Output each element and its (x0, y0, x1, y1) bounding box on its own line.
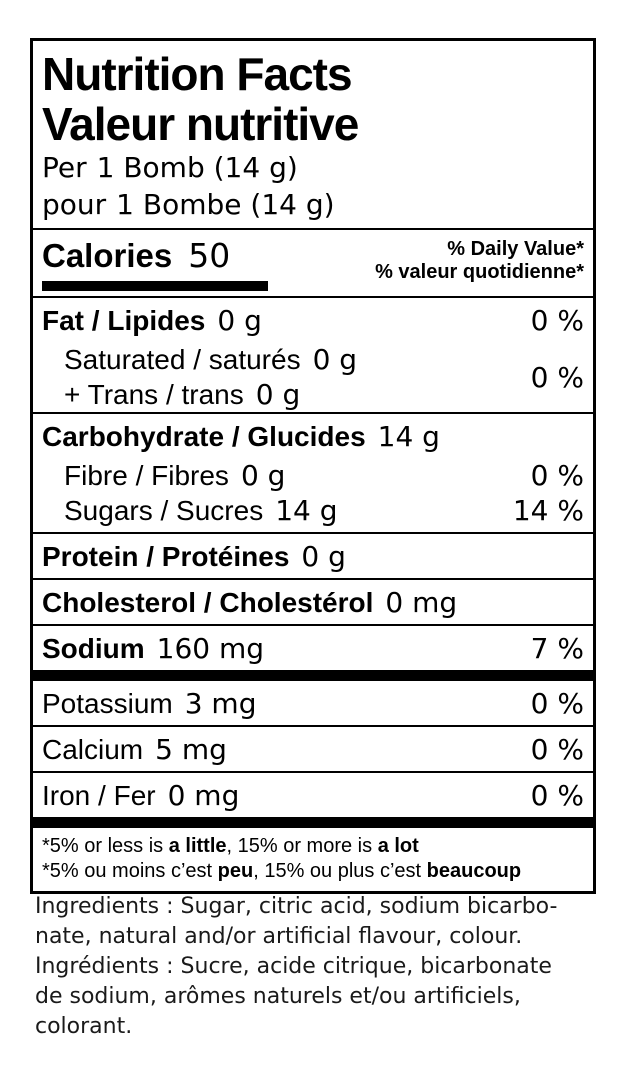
potassium-daily-value: 0 % (530, 687, 584, 720)
calcium-label: Calcium (42, 734, 144, 765)
nutrient-row-cholesterol: Cholesterol / Cholestérol 0 mg (33, 580, 593, 624)
ingredients-list: Ingredients : Sugar, citric acid, sodium… (35, 892, 557, 1042)
fat-value: 0 g (217, 304, 262, 337)
nutrient-row-saturated: Saturated / saturés 0 g (33, 342, 531, 377)
daily-value-header-en: % Daily Value* (447, 238, 584, 260)
footnote-fr: *5% ou moins c’est peu, 15% ou plus c’es… (42, 859, 584, 884)
serving-label-fr: pour (42, 188, 107, 221)
calcium-daily-value: 0 % (530, 733, 584, 766)
footnote-en-bold-a-lot: a lot (377, 835, 419, 857)
carbohydrate-value: 14 g (377, 420, 440, 453)
fibre-label: Fibre / Fibres (64, 460, 229, 491)
nutrient-row-fibre: Fibre / Fibres 0 g 0 % (33, 458, 593, 493)
nutrient-row-carbohydrate: Carbohydrate / Glucides 14 g (33, 414, 593, 458)
footnote-fr-bold-peu: peu (217, 860, 254, 882)
thick-separator-bar (33, 670, 593, 681)
trans-value: 0 g (255, 378, 301, 411)
thick-separator-bar (33, 817, 593, 828)
serving-size-en: Per 1 Bomb (14 g) (33, 149, 593, 186)
cholesterol-label: Cholesterol / Cholestérol (42, 587, 374, 618)
footnote-fr-text: *5% ou moins c’est (42, 860, 218, 882)
divider (33, 725, 593, 727)
daily-value-header-fr: % valeur quotidienne* (375, 261, 584, 283)
calories-row: Calories 50 % Daily Value* % valeur quoti… (33, 230, 593, 296)
divider (33, 412, 593, 414)
footnote-en-text: *5% or less is (42, 835, 169, 857)
protein-value: 0 g (301, 540, 346, 573)
ingredients-line: nate, natural and/or artificial flavour,… (35, 924, 523, 949)
calories-label: Calories (42, 237, 173, 274)
nutrition-facts-panel: Nutrition Facts Valeur nutritive Per 1 Bo… (30, 38, 596, 894)
footnote-fr-bold-beaucoup: beaucoup (426, 860, 522, 882)
protein-label: Protein / Protéines (42, 541, 290, 572)
trans-label: + Trans / trans (64, 379, 244, 410)
ingredients-line: colorant. (35, 1014, 133, 1039)
sugars-daily-value: 14 % (512, 494, 584, 527)
nutrient-row-protein: Protein / Protéines 0 g (33, 534, 593, 578)
sodium-label: Sodium (42, 633, 145, 664)
ingredients-line: de sodium, arômes naturels et/ou artific… (35, 984, 521, 1009)
panel-title-en: Nutrition Facts (42, 48, 353, 100)
footnote-en-text: , 15% or more is (226, 835, 378, 857)
divider (33, 624, 593, 626)
footnote-fr-text: , 15% ou plus c’est (253, 860, 427, 882)
iron-label: Iron / Fer (42, 780, 156, 811)
fibre-value: 0 g (240, 459, 286, 492)
footnote-en: *5% or less is a little, 15% or more is … (42, 834, 584, 859)
divider (33, 578, 593, 580)
saturated-value: 0 g (312, 343, 358, 376)
calories-value: 50 (188, 236, 231, 275)
serving-size-fr: pour 1 Bombe (14 g) (33, 186, 593, 223)
ingredients-line: Ingrédients : Sucre, acide citrique, bic… (35, 954, 552, 979)
potassium-label: Potassium (42, 688, 173, 719)
saturated-label: Saturated / saturés (64, 344, 301, 375)
ingredients-line: Ingredients : Sugar, citric acid, sodium… (35, 894, 558, 919)
sodium-daily-value: 7 % (530, 632, 584, 665)
nutrient-row-sodium: Sodium 160 mg 7 % (33, 626, 593, 670)
nutrient-row-trans: + Trans / trans 0 g (33, 377, 531, 412)
sugars-label: Sugars / Sucres (64, 495, 264, 526)
nutrient-row-potassium: Potassium 3 mg 0 % (33, 681, 593, 725)
fat-label: Fat / Lipides (42, 305, 206, 336)
fibre-daily-value: 0 % (530, 459, 584, 492)
nutrient-row-sugars: Sugars / Sucres 14 g 14 % (33, 493, 593, 532)
saturated-trans-lines: Saturated / saturés 0 g + Trans / trans … (33, 342, 531, 412)
iron-daily-value: 0 % (530, 779, 584, 812)
sodium-value: 160 mg (156, 632, 265, 665)
daily-value-footnote: *5% or less is a little, 15% or more is … (33, 828, 593, 891)
footnote-en-bold-a-little: a little (168, 835, 227, 857)
sugars-value: 14 g (275, 494, 338, 527)
divider (33, 296, 593, 298)
serving-amount-en: 1 Bomb (14 g) (96, 151, 298, 184)
panel-titles: Nutrition Facts Valeur nutritive (33, 41, 593, 149)
divider (33, 228, 593, 230)
potassium-value: 3 mg (184, 687, 257, 720)
nutrient-row-iron: Iron / Fer 0 mg 0 % (33, 773, 593, 817)
daily-value-header: % Daily Value* % valeur quotidienne* (375, 236, 584, 284)
cholesterol-value: 0 mg (385, 586, 458, 619)
divider (33, 771, 593, 773)
saturated-trans-daily-value: 0 % (530, 360, 584, 394)
divider (33, 532, 593, 534)
serving-amount-fr: 1 Bombe (14 g) (116, 188, 335, 221)
serving-label-en: Per (42, 151, 87, 184)
fat-daily-value: 0 % (530, 304, 584, 337)
saturated-trans-group: Saturated / saturés 0 g + Trans / trans … (33, 342, 593, 412)
carbohydrate-label: Carbohydrate / Glucides (42, 421, 366, 452)
panel-title-fr: Valeur nutritive (42, 98, 359, 150)
calcium-value: 5 mg (155, 733, 227, 766)
iron-value: 0 mg (167, 779, 240, 812)
nutrient-row-calcium: Calcium 5 mg 0 % (33, 727, 593, 771)
calories-block: Calories 50 (42, 236, 269, 291)
nutrient-row-fat: Fat / Lipides 0 g 0 % (33, 298, 593, 342)
